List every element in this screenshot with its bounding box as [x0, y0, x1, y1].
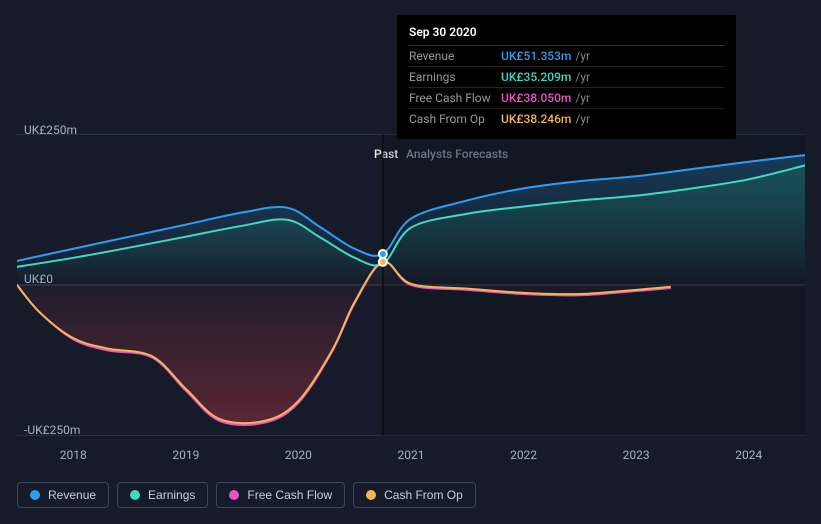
tooltip-metric-unit: /yr [575, 91, 590, 105]
legend-label: Free Cash Flow [247, 488, 332, 502]
x-axis-label: 2023 [623, 448, 650, 462]
tooltip-metric-unit: /yr [575, 49, 590, 63]
x-axis-label: 2022 [510, 448, 537, 462]
tooltip-row: Revenue UK£51.353m /yr [409, 46, 724, 67]
legend-label: Revenue [48, 488, 96, 502]
tooltip-metric-label: Revenue [409, 49, 501, 63]
tooltip-metric-value: UK£38.246m [501, 112, 571, 126]
tooltip-metric-label: Free Cash Flow [409, 91, 501, 105]
legend-dot-icon [30, 490, 40, 500]
tooltip-metric-unit: /yr [575, 70, 590, 84]
tooltip-metric-label: Earnings [409, 70, 501, 84]
legend-item-revenue[interactable]: Revenue [17, 482, 109, 508]
legend-label: Cash From Op [384, 488, 463, 502]
tooltip-metric-unit: /yr [575, 112, 590, 126]
legend-item-free-cash-flow[interactable]: Free Cash Flow [216, 482, 345, 508]
x-axis-label: 2024 [735, 448, 762, 462]
x-axis-label: 2019 [172, 448, 199, 462]
legend-item-cash-from-op[interactable]: Cash From Op [353, 482, 476, 508]
tooltip-metric-value: UK£35.209m [501, 70, 571, 84]
tooltip-row: Free Cash Flow UK£38.050m /yr [409, 88, 724, 109]
tooltip-metric-label: Cash From Op [409, 112, 501, 126]
tooltip-metric-value: UK£51.353m [501, 49, 571, 63]
legend-dot-icon [229, 490, 239, 500]
legend-dot-icon [366, 490, 376, 500]
legend-label: Earnings [148, 488, 195, 502]
x-axis-label: 2018 [60, 448, 87, 462]
financials-chart: Sep 30 2020 Revenue UK£51.353m /yrEarnin… [0, 0, 821, 524]
tooltip-date: Sep 30 2020 [409, 25, 724, 46]
chart-tooltip: Sep 30 2020 Revenue UK£51.353m /yrEarnin… [397, 15, 736, 139]
tooltip-metric-value: UK£38.050m [501, 91, 571, 105]
x-axis-label: 2021 [398, 448, 425, 462]
legend-item-earnings[interactable]: Earnings [117, 482, 208, 508]
x-axis-label: 2020 [285, 448, 312, 462]
tooltip-row: Cash From Op UK£38.246m /yr [409, 109, 724, 129]
tooltip-row: Earnings UK£35.209m /yr [409, 67, 724, 88]
chart-legend: Revenue Earnings Free Cash Flow Cash From O… [17, 482, 476, 508]
legend-dot-icon [130, 490, 140, 500]
chart-plot[interactable] [17, 134, 805, 436]
